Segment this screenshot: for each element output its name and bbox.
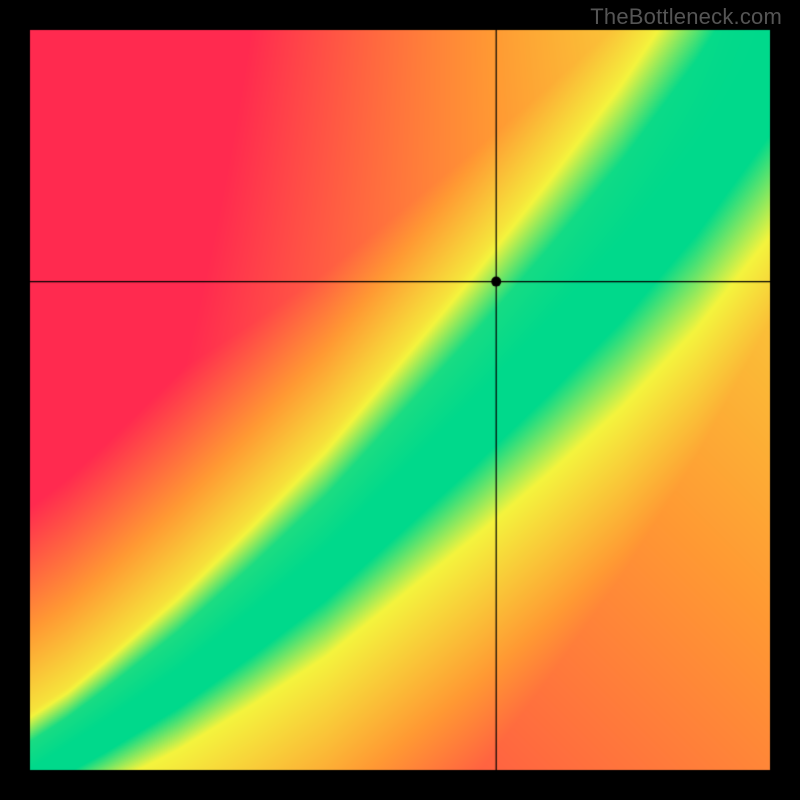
watermark-text: TheBottleneck.com xyxy=(590,4,782,30)
chart-container: TheBottleneck.com xyxy=(0,0,800,800)
bottleneck-heatmap xyxy=(0,0,800,800)
